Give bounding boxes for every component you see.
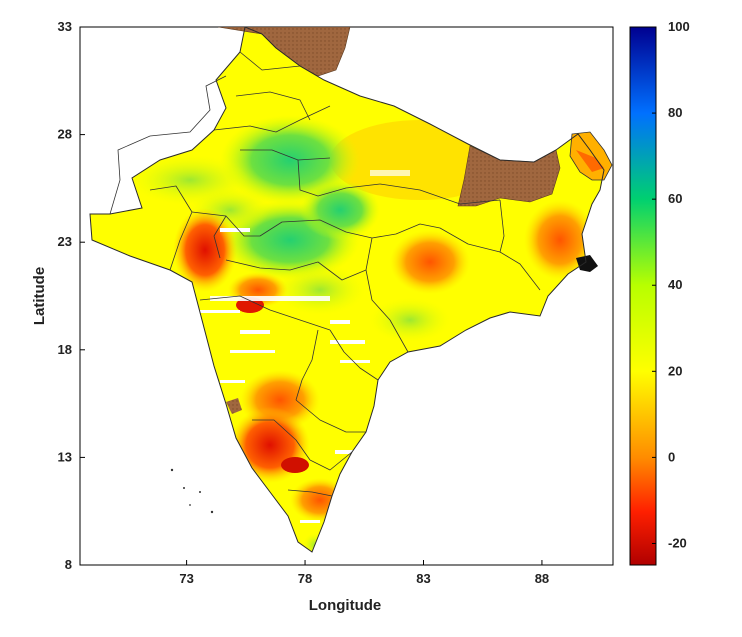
x-axis: 73 78 83 88 xyxy=(179,560,549,586)
colorbar-tick-label: 60 xyxy=(668,191,682,206)
no-data-speckles xyxy=(200,170,410,523)
y-axis: 8 13 18 23 28 33 xyxy=(58,19,85,572)
y-tick-label: 8 xyxy=(65,557,72,572)
nodata-goa xyxy=(226,398,242,414)
anomaly-field xyxy=(130,115,596,552)
x-axis-title: Longitude xyxy=(309,597,381,614)
x-tick-label: 78 xyxy=(298,571,312,586)
west-border xyxy=(109,75,227,215)
x-tick-label: 73 xyxy=(179,571,193,586)
state-boundaries xyxy=(149,51,541,497)
y-tick-label: 28 xyxy=(58,127,72,142)
colorbar xyxy=(629,26,657,566)
colorbar-tick-label: 100 xyxy=(668,19,690,34)
lakshadweep-islands xyxy=(170,468,214,514)
y-tick-label: 33 xyxy=(58,19,72,34)
colorbar-tick-label: -20 xyxy=(668,535,687,550)
colorbar-tick-label: 0 xyxy=(668,449,675,464)
y-tick-label: 23 xyxy=(58,234,72,249)
colorbar-tick-label: 80 xyxy=(668,105,682,120)
india-outline xyxy=(89,27,605,553)
x-tick-label: 83 xyxy=(416,571,430,586)
colorbar-tick-label: 40 xyxy=(668,277,682,292)
y-tick-label: 18 xyxy=(58,342,72,357)
y-tick-label: 13 xyxy=(58,449,72,464)
colorbar-ticks: -20 0 20 40 60 80 100 xyxy=(652,19,690,550)
y-axis-title: Latitude xyxy=(31,267,48,325)
northeast-dark-patch xyxy=(576,255,598,272)
x-tick-label: 88 xyxy=(535,571,549,586)
colorbar-tick-label: 20 xyxy=(668,363,682,378)
